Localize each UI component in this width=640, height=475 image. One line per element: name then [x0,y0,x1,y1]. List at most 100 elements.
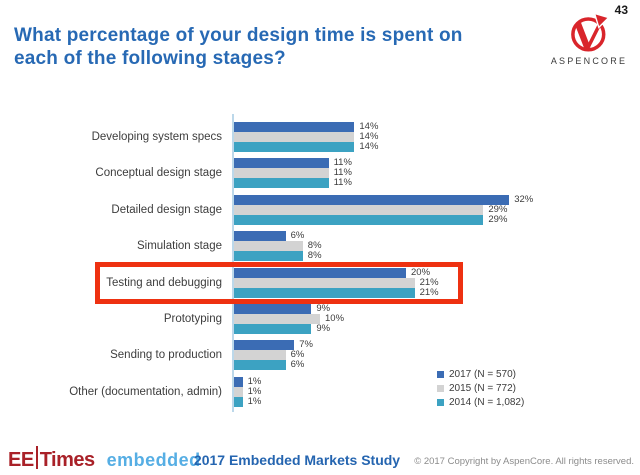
chart-category-label: Developing system specs [91,131,222,143]
bar-value-label: 21% [419,286,439,298]
chart-bar-2015 [234,277,415,288]
bar-holder: 6% [234,230,322,242]
chart-bar-2015 [234,350,286,361]
embedded-logo-text: embedded [106,450,201,470]
bar-holder: 1% [234,375,262,387]
bar-value-label: 1% [247,375,262,387]
slide-title: What percentage of your design time is s… [14,25,463,69]
bar-value-label: 29% [488,203,508,215]
chart-row: Prototyping 9% 10% 9% [0,304,640,334]
bar-value-label: 20% [411,266,431,278]
chart-row: Detailed design stage 32% 29% 29% [0,193,640,225]
aspencore-logo: ASPENCORE [549,12,629,66]
bar-value-label: 10% [325,313,345,324]
bar-holder: 11% [234,167,352,179]
chart-bar-2017 [234,304,312,314]
eetimes-divider [35,446,38,469]
bar-holder: 9% [234,304,344,314]
legend-label: 2014 (N = 1,082) [449,397,525,408]
legend-item: 2015 (N = 772) [437,382,524,395]
chart-category-label: Other (documentation, admin) [69,385,222,398]
bar-holder: 7% [234,339,313,351]
chart-bar-group: 6% 8% 8% [234,230,322,262]
bar-holder: 6% [234,359,313,371]
bar-holder: 8% [234,251,322,262]
bar-holder: 8% [234,241,322,252]
bar-holder: 14% [234,132,378,142]
bar-holder: 1% [234,395,262,407]
legend-swatch [437,371,444,378]
chart-bar-2014 [234,287,415,298]
chart-category-label: Conceptual design stage [95,167,222,180]
eetimes-logo: EE Times embedded [8,446,201,471]
bar-value-label: 14% [359,141,379,152]
bar-holder: 21% [234,277,439,288]
bar-value-label: 29% [488,213,508,225]
legend-label: 2015 (N = 772) [449,383,516,394]
legend: 2017 (N = 570) 2015 (N = 772) 2014 (N = 1,… [437,368,524,410]
bar-holder: 11% [234,177,352,189]
chart-bar-2014 [234,251,303,262]
chart-bar-2017 [234,158,329,169]
highlight-rectangle [95,261,463,304]
chart-bar-2015 [234,168,329,179]
bar-holder: 9% [234,324,344,334]
chart-category-label: Simulation stage [136,240,222,253]
chart-bar-group: 11% 11% 11% [234,157,352,189]
bar-value-label: 11% [333,167,352,179]
chart-bar-2017 [234,376,243,387]
chart-bar-group: 1% 1% 1% [234,375,262,407]
chart-bar-2014 [234,178,329,189]
chart-row: Simulation stage 6% 8% 8% [0,230,640,262]
chart-bar-2014 [234,214,484,225]
bar-value-label: 6% [290,230,305,242]
chart-category-label: Prototyping [163,313,222,325]
chart-bar-2017 [234,194,510,205]
chart-row: Sending to production 7% 6% 6% [0,339,640,371]
chart-bar-2015 [234,386,243,397]
copyright-text: © 2017 Copyright by AspenCore. All right… [414,456,634,467]
bar-holder: 20% [234,266,439,278]
bar-holder: 32% [234,193,534,205]
eetimes-ee-text: EE [8,449,34,471]
legend-swatch [437,399,444,406]
chart-bar-group: 20% 21% 21% [234,266,439,298]
chart-bar-2017 [234,122,355,132]
chart-bar-2014 [234,396,243,407]
chart-category-label: Detailed design stage [111,203,222,216]
bar-holder: 29% [234,213,533,225]
legend-item: 2014 (N = 1,082) [437,396,524,409]
chart-row: Developing system specs 14% 14% 14% [0,122,640,152]
chart-category-label: Sending to production [110,349,222,362]
chart-bar-group: 14% 14% 14% [234,122,378,152]
page-number: 43 [614,3,628,17]
bar-value-label: 14% [359,131,379,142]
study-title: 2017 Embedded Markets Study [193,452,401,468]
chart-bar-group: 7% 6% 6% [234,339,313,371]
legend-swatch [437,385,444,392]
bar-holder: 6% [234,350,313,361]
chart-row: Conceptual design stage 11% 11% 11% [0,157,640,189]
legend-label: 2017 (N = 570) [449,369,516,380]
chart-bar-2017 [234,267,406,278]
bar-value-label: 32% [514,193,534,205]
chart-bar-group: 32% 29% 29% [234,193,534,225]
bar-holder: 11% [234,157,352,169]
bar-holder: 29% [234,203,533,215]
bar-holder: 10% [234,314,344,324]
chart-bar-2017 [234,340,295,351]
chart-bar-2015 [234,132,355,142]
bar-holder: 1% [234,386,261,397]
bar-value-label: 7% [299,339,313,351]
eetimes-times-text: Times [39,449,95,471]
bar-value-label: 11% [333,177,352,189]
chart-row: Testing and debugging 20% 21% 21% [0,266,640,298]
chart-row: Other (documentation, admin) 1% 1% 1% [0,375,640,407]
bar-value-label: 11% [333,157,352,169]
bar-value-label: 6% [290,359,305,371]
bar-value-label: 1% [247,395,262,407]
chart-bar-2015 [234,314,320,324]
chart-bar-2015 [234,241,303,252]
